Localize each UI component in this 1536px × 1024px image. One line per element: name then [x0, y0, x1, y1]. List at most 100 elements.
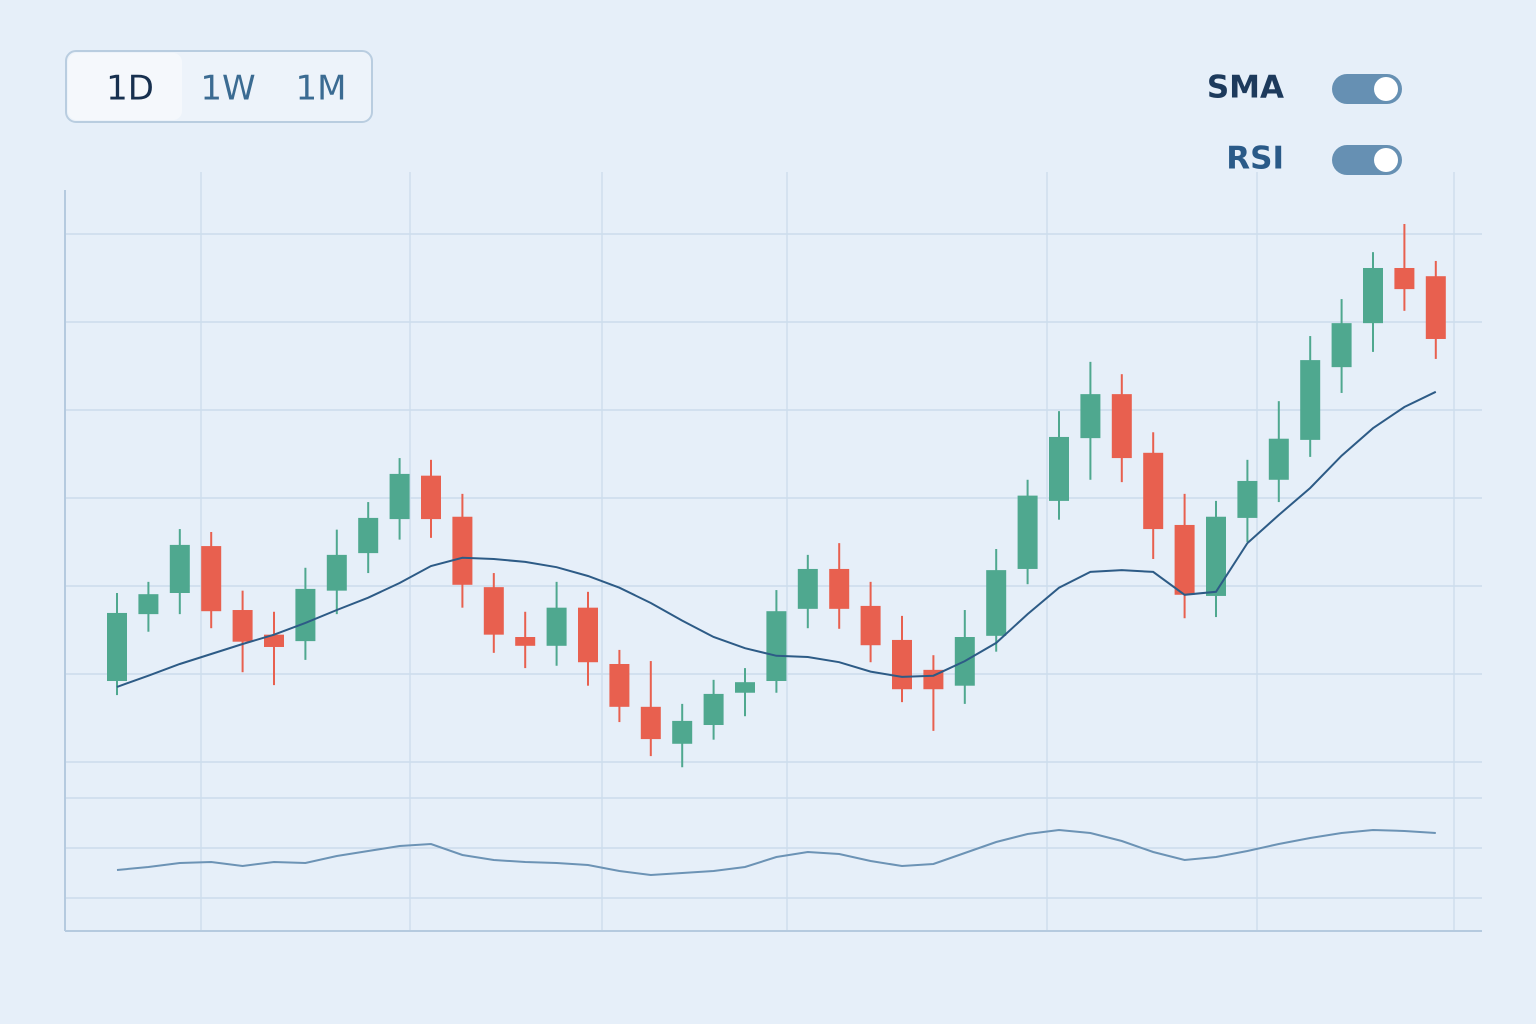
candle	[1080, 361, 1101, 480]
candle-body	[169, 544, 190, 594]
candle	[1111, 374, 1132, 483]
candle-body	[1174, 524, 1195, 595]
candle	[232, 590, 253, 673]
candle-body	[1394, 267, 1415, 290]
candle	[1363, 252, 1383, 352]
candle	[1331, 299, 1352, 393]
candle	[295, 567, 316, 660]
candle	[452, 493, 473, 608]
button-label: 1W	[200, 69, 255, 109]
candle	[578, 591, 598, 686]
candle	[421, 459, 441, 538]
candle-body	[1268, 438, 1289, 480]
candle-body	[1331, 323, 1352, 368]
candle-body	[138, 594, 159, 615]
candle-body	[1300, 360, 1321, 440]
candle	[201, 531, 222, 629]
candle-body	[1425, 276, 1446, 339]
timeframe-switch: 1D 1W 1M	[65, 50, 373, 123]
candle	[860, 581, 881, 663]
candle-body	[201, 546, 222, 612]
indicator-toggles: SMA RSI	[1207, 70, 1402, 177]
candle-body	[892, 639, 912, 690]
candle	[735, 668, 755, 717]
candle	[1017, 479, 1038, 585]
candle-body	[1111, 394, 1132, 459]
candle	[1143, 432, 1164, 559]
candle-body	[923, 669, 944, 690]
indicator-line	[116, 828, 1436, 877]
candle	[609, 649, 630, 723]
candle	[515, 611, 536, 669]
timeframe-button[interactable]: 1D	[68, 53, 182, 120]
candle	[1237, 459, 1258, 542]
candle-body	[609, 663, 630, 707]
candle	[797, 554, 818, 629]
candle-body	[1363, 267, 1383, 324]
candle-body	[1206, 516, 1226, 596]
candle-body	[358, 517, 379, 554]
candle	[1394, 223, 1415, 311]
candle-body	[986, 570, 1007, 636]
candle-body	[797, 568, 818, 609]
candle	[1425, 260, 1446, 359]
candle-body	[326, 554, 347, 591]
candle	[1206, 500, 1226, 618]
candle-body	[483, 587, 504, 635]
candle	[1049, 411, 1069, 520]
candle	[1300, 336, 1321, 457]
candle	[389, 458, 410, 540]
candle	[546, 581, 567, 666]
candle	[640, 661, 661, 757]
button-active-bg	[68, 53, 182, 120]
candle	[264, 611, 284, 686]
candle	[107, 593, 127, 696]
candle	[829, 543, 850, 629]
candle-body	[421, 475, 441, 520]
timeframe-button[interactable]: 1W	[200, 69, 255, 109]
candle-body	[546, 607, 567, 646]
candle-body	[1017, 495, 1038, 569]
button-label: 1M	[296, 69, 347, 109]
candle-body	[703, 693, 724, 726]
candle-body	[264, 634, 284, 647]
candle-body	[578, 607, 598, 663]
candle	[892, 615, 912, 703]
button-label: 1D	[106, 69, 154, 109]
candle	[672, 703, 693, 768]
candle-body	[107, 612, 127, 682]
candle	[483, 573, 504, 653]
candle	[923, 655, 944, 731]
indicator-toggle[interactable]: RSI	[1226, 141, 1402, 177]
candle	[1174, 493, 1195, 619]
indicator-line	[116, 390, 1437, 688]
timeframe-button[interactable]: 1M	[296, 69, 347, 109]
candle	[703, 679, 724, 740]
candle-body	[735, 682, 755, 693]
candle	[1268, 401, 1289, 503]
candle-body	[515, 637, 536, 646]
toggle-knob	[1374, 148, 1398, 172]
candle-body	[232, 610, 253, 642]
indicator-toggle[interactable]: SMA	[1207, 70, 1402, 106]
candle-body	[640, 706, 661, 740]
toggle-label: SMA	[1207, 70, 1284, 106]
toggle-label: RSI	[1226, 141, 1284, 177]
candle-body	[766, 611, 787, 682]
candle-body	[860, 605, 881, 646]
candle-body	[452, 516, 473, 585]
candle-body	[1080, 394, 1101, 439]
candle-body	[672, 720, 693, 744]
vertical-grid	[200, 172, 1455, 930]
candle-body	[1143, 452, 1164, 530]
candle	[169, 529, 190, 615]
candle-body	[1237, 480, 1258, 518]
candle	[138, 581, 159, 632]
candle	[766, 590, 787, 693]
candle-wick	[273, 611, 275, 686]
candle-body	[389, 473, 410, 520]
candle	[986, 549, 1007, 652]
candle-wick	[932, 655, 935, 731]
